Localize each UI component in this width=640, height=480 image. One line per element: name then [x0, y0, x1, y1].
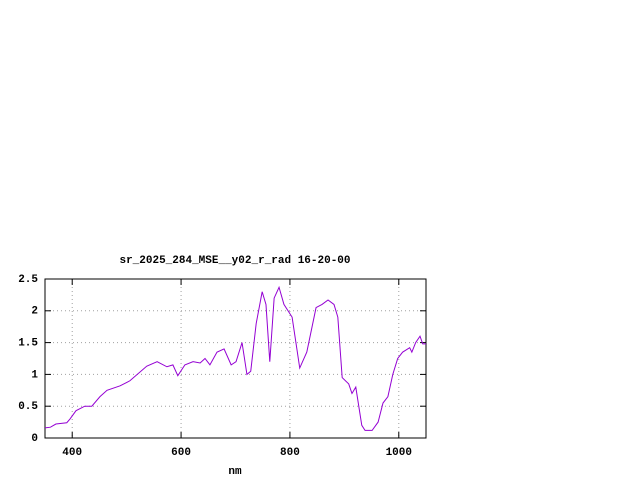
x-tick-label: 800 — [280, 447, 300, 459]
chart-title: sr_2025_284_MSE__y02_r_rad 16-20-00 — [119, 255, 350, 267]
y-tick-label: 2.5 — [18, 274, 38, 286]
x-axis-label: nm — [228, 466, 242, 478]
y-tick-label: 1.5 — [18, 338, 38, 350]
y-tick-label: 0 — [31, 433, 38, 445]
plot-frame — [44, 278, 427, 439]
y-tick-label: 0.5 — [18, 401, 38, 413]
y-tick-label: 1 — [31, 369, 38, 381]
x-tick-label: 400 — [62, 447, 82, 459]
x-tick-label: 600 — [171, 447, 191, 459]
x-tick-label: 1000 — [386, 447, 412, 459]
y-tick-label: 2 — [31, 306, 38, 318]
data-line — [44, 285, 426, 431]
